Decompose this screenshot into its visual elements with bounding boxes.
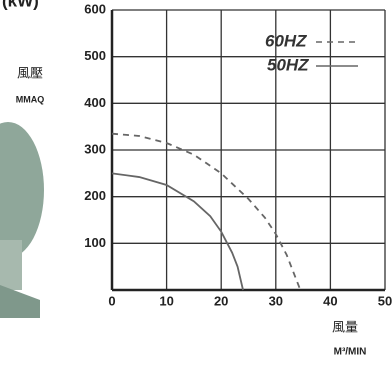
corner-label: (kW) (2, 0, 39, 10)
y-tick-label: 500 (84, 48, 106, 63)
x-tick-label: 10 (159, 293, 173, 308)
y-axis-label: 風壓 (17, 65, 43, 80)
y-tick-label: 300 (84, 141, 106, 156)
legend-label: 60HZ (265, 31, 307, 50)
x-tick-label: 30 (269, 293, 283, 308)
fan-illustration (0, 122, 44, 318)
y-tick-label: 200 (84, 188, 106, 203)
x-axis-label: 風量 (332, 319, 358, 334)
legend-label: 50HZ (267, 55, 309, 74)
x-axis-unit: M³/MIN (334, 347, 367, 358)
x-tick-label: 50 (378, 293, 392, 308)
x-tick-label: 0 (108, 293, 115, 308)
x-tick-label: 20 (214, 293, 228, 308)
y-tick-label: 600 (84, 1, 106, 16)
series-line (111, 172, 244, 291)
y-tick-label: 400 (84, 95, 106, 110)
x-tick-label: 40 (323, 293, 337, 308)
y-axis-unit: MMAQ (16, 94, 45, 104)
y-tick-label: 100 (84, 235, 106, 250)
series-line (111, 132, 302, 291)
